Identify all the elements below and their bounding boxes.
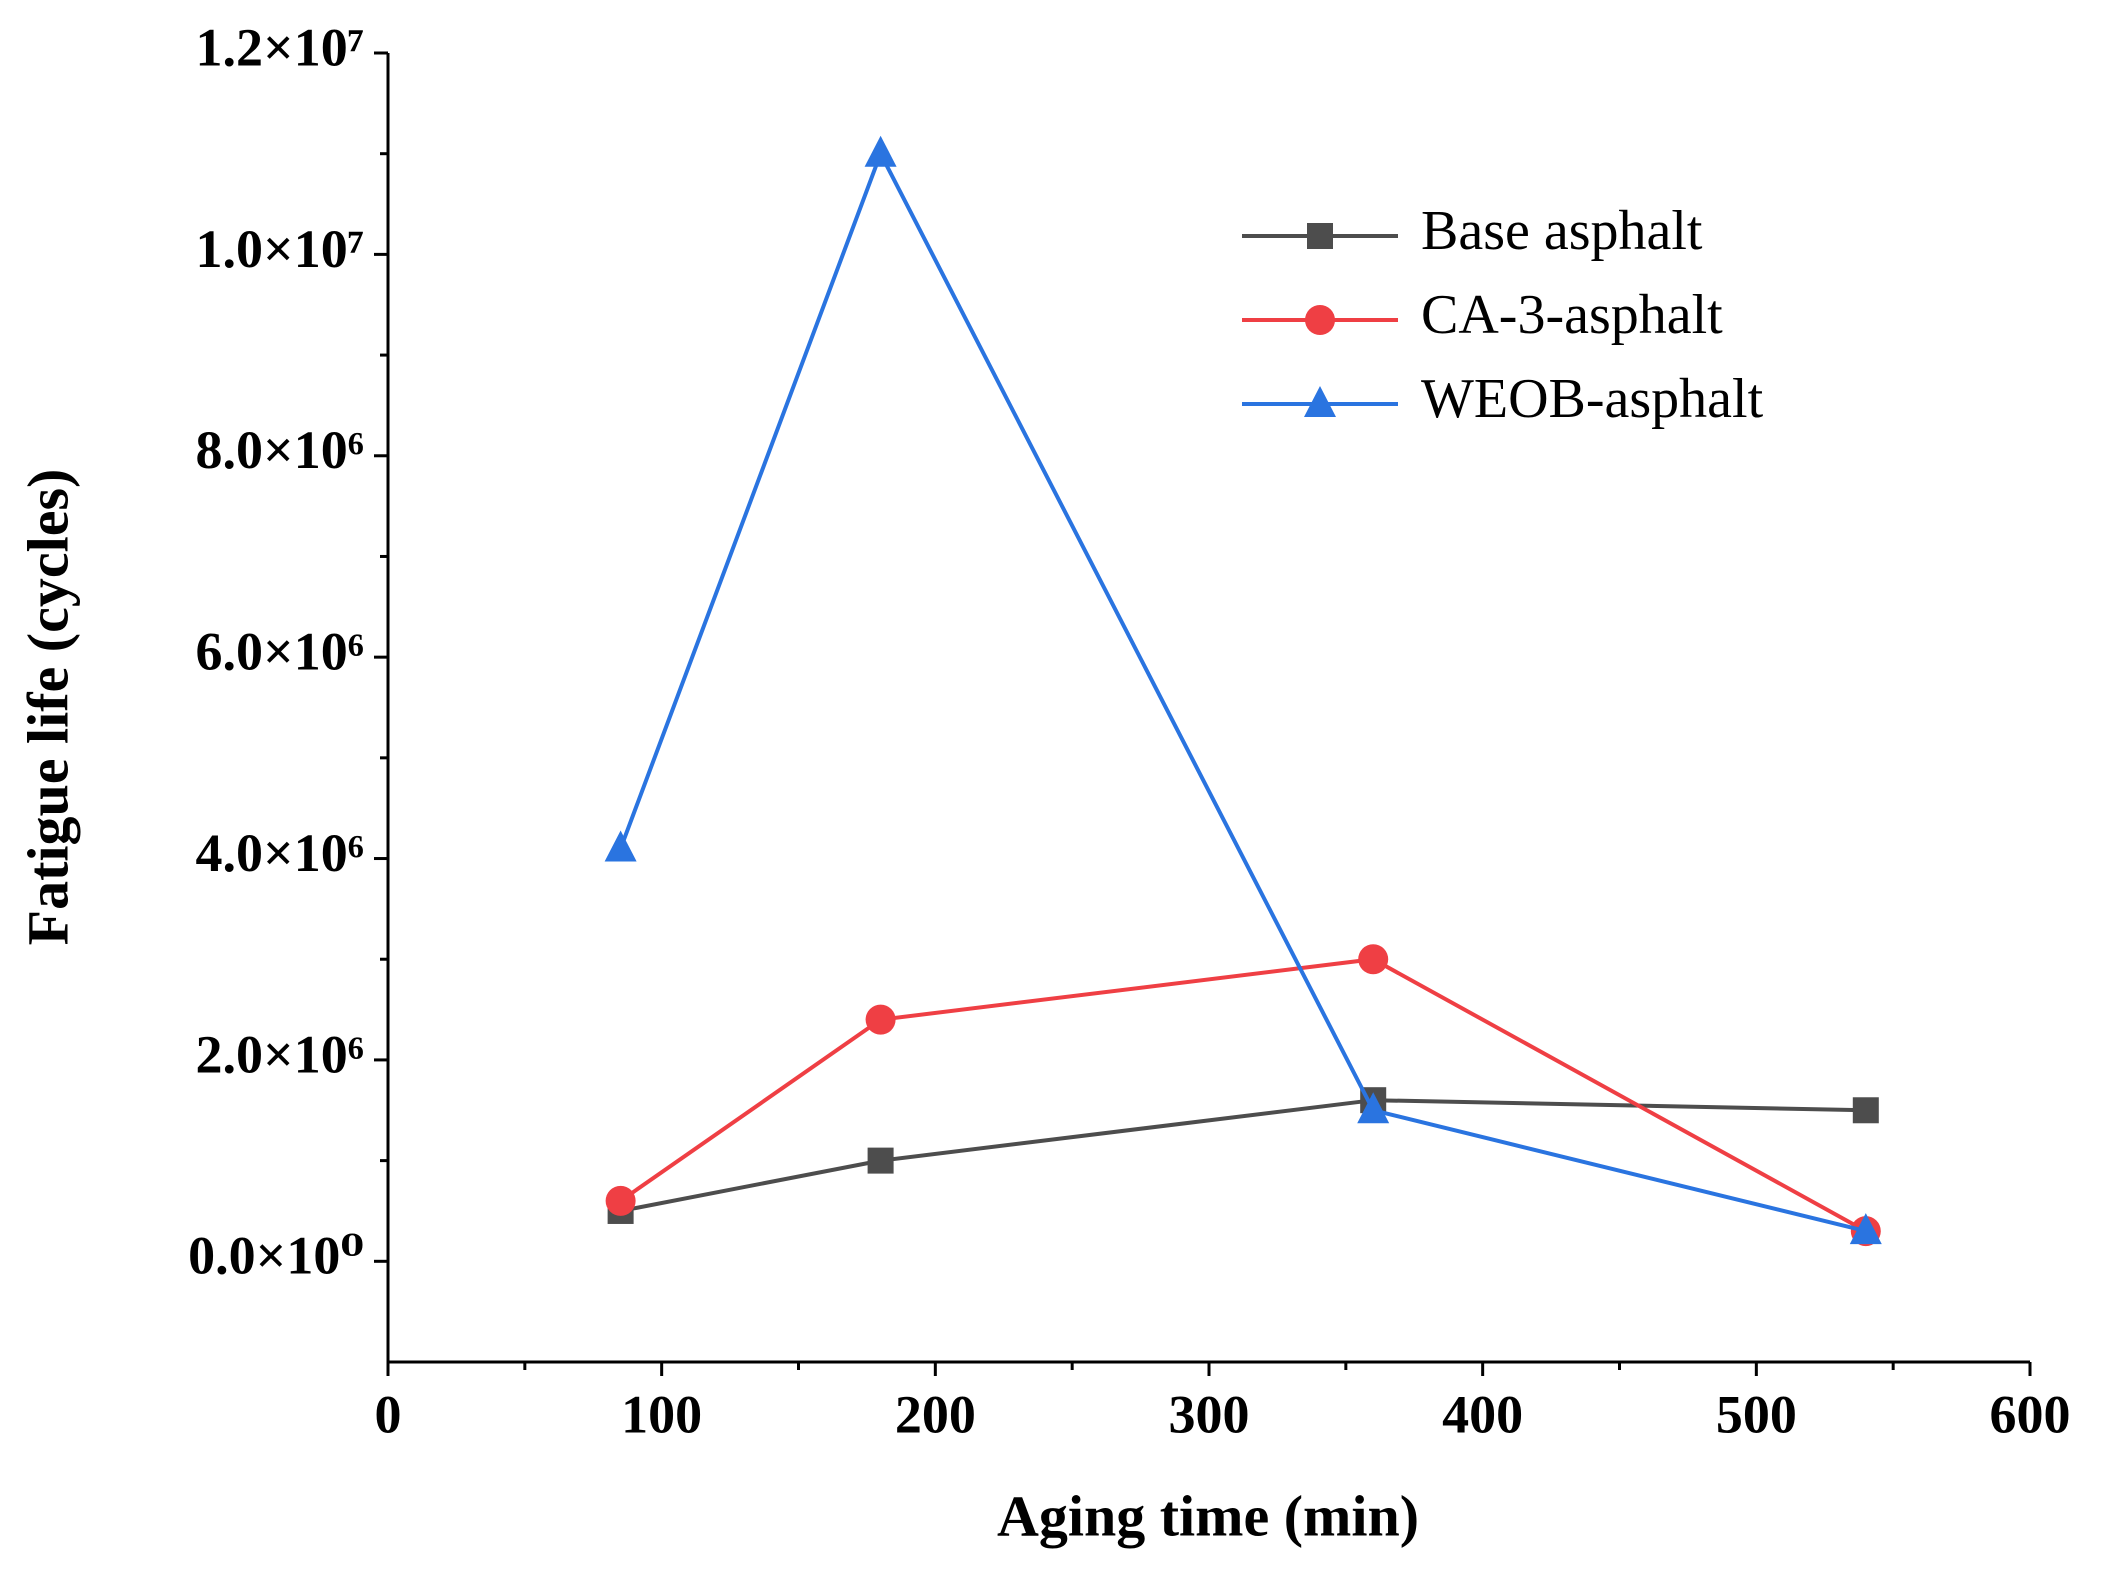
x-tick-label: 400 [1442, 1384, 1523, 1444]
x-axis-title: Aging time (min) [997, 1483, 1419, 1548]
series-line [619, 957, 1867, 1233]
legend-label: Base asphalt [1421, 200, 1703, 262]
marker [867, 1147, 894, 1174]
legend-marker [1304, 386, 1336, 417]
marker [605, 1185, 636, 1216]
x-tick-label: 100 [621, 1384, 702, 1444]
x-tick-label: 0 [375, 1384, 402, 1444]
legend-marker [1305, 305, 1335, 335]
marker [865, 1004, 896, 1035]
legend-label: CA-3-asphalt [1421, 284, 1723, 346]
x-tick-label: 600 [1990, 1384, 2071, 1444]
marker [1358, 944, 1389, 975]
y-tick-label: 6.0×10⁶ [196, 622, 364, 682]
y-tick-label: 1.2×10⁷ [196, 17, 364, 77]
marker [864, 135, 897, 167]
y-tick-label: 0.0×10⁰ [188, 1226, 364, 1286]
series-line [618, 148, 1867, 1234]
marker [604, 830, 637, 862]
x-tick-label: 200 [895, 1384, 976, 1444]
legend-marker [1307, 223, 1333, 249]
legend-label: WEOB-asphalt [1421, 368, 1764, 430]
marker [1852, 1097, 1879, 1124]
series-line [620, 1098, 1866, 1213]
y-tick-label: 4.0×10⁶ [196, 823, 364, 883]
y-axis-title: Fatigue life (cycles) [15, 469, 80, 946]
x-tick-label: 500 [1716, 1384, 1797, 1444]
marker [1849, 1213, 1882, 1245]
y-tick-label: 8.0×10⁶ [196, 420, 364, 480]
marker [1357, 1092, 1390, 1124]
y-tick-label: 2.0×10⁶ [196, 1024, 364, 1084]
x-tick-label: 300 [1169, 1384, 1250, 1444]
y-tick-label: 1.0×10⁷ [196, 219, 364, 279]
